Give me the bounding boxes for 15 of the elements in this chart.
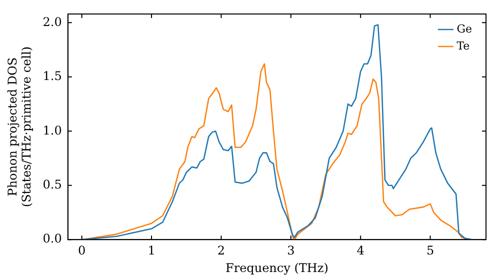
x-tick-label: 4: [356, 244, 365, 258]
y-axis-title: Phonon projected DOS (States/THz·primitive cell): [5, 46, 34, 208]
x-tick-label: 3: [287, 244, 295, 258]
y-tick-label: 2.0: [42, 14, 62, 29]
y-tick-label: 0.0: [42, 232, 62, 246]
x-tick-label: 5: [426, 244, 434, 258]
x-tick-label: 1: [148, 244, 156, 258]
y-tick-label: 1.0: [42, 123, 62, 138]
x-tick-label: 0: [78, 244, 86, 258]
legend-label: Te: [456, 39, 470, 52]
y-tick-label: 1.5: [42, 69, 62, 84]
y-tick-label: 0.5: [42, 177, 62, 192]
legend-label: Ge: [456, 22, 472, 36]
x-tick-label: 2: [217, 244, 226, 258]
x-axis-title: Frequency (THz): [226, 260, 328, 275]
